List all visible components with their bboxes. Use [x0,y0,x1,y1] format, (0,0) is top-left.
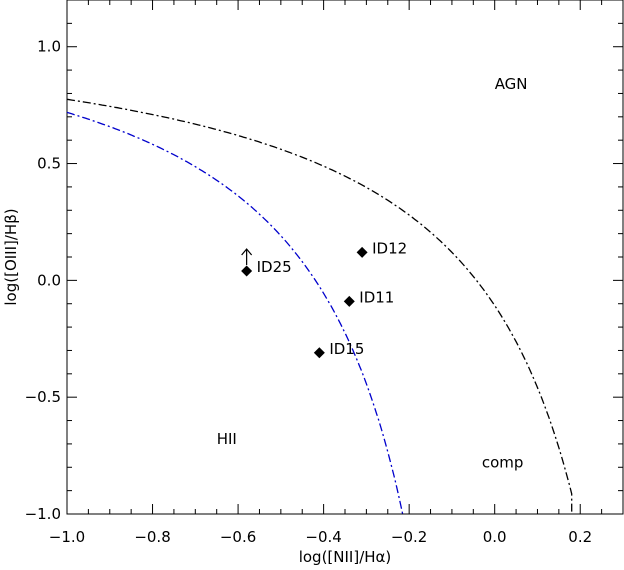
y-tick-label: −0.5 [25,388,61,406]
data-point-id15 [313,347,325,359]
sf-demarcation-curve [66,111,404,515]
axis-ticks [66,0,623,515]
x-tick-label: −0.2 [391,528,427,546]
demarcation-curves [66,98,573,515]
plot-frame [66,0,624,515]
x-tick-label: 0.0 [483,528,507,546]
data-points: ID12 ID25 ID11 ID15 [241,239,407,359]
x-tick-label: −1.0 [49,528,85,546]
lower-limit-arrowhead [241,248,253,256]
point-label-id12: ID12 [372,239,407,257]
data-point-id12 [356,246,368,258]
region-label-agn: AGN [495,75,528,93]
data-point-id11 [343,295,355,307]
region-label-comp: comp [482,453,524,471]
x-tick-label: −0.6 [220,528,256,546]
y-tick-label: −1.0 [25,505,61,523]
y-tick-label: 1.0 [37,38,61,56]
region-label-hii: HII [217,430,237,448]
region-annotations: AGN HII comp [217,75,528,471]
point-label-id25: ID25 [257,258,292,276]
x-tick-label: −0.8 [134,528,170,546]
x-tick-label: 0.2 [568,528,592,546]
y-axis-label: log([OIII]/Hβ) [2,208,20,305]
x-axis-label: log([NII]/Hα) [299,548,392,566]
x-tick-label: −0.4 [305,528,341,546]
point-label-id15: ID15 [329,340,364,358]
axis-tick-labels: −1.0 −0.8 −0.6 −0.4 −0.2 0.0 0.2 −1.0 −0.5 0.0 0.5… [25,38,593,546]
point-label-id11: ID11 [359,288,394,306]
y-tick-label: 0.0 [37,271,61,289]
y-tick-label: 0.5 [37,155,61,173]
data-point-id25 [241,265,253,277]
agn-demarcation-curve [66,98,573,514]
